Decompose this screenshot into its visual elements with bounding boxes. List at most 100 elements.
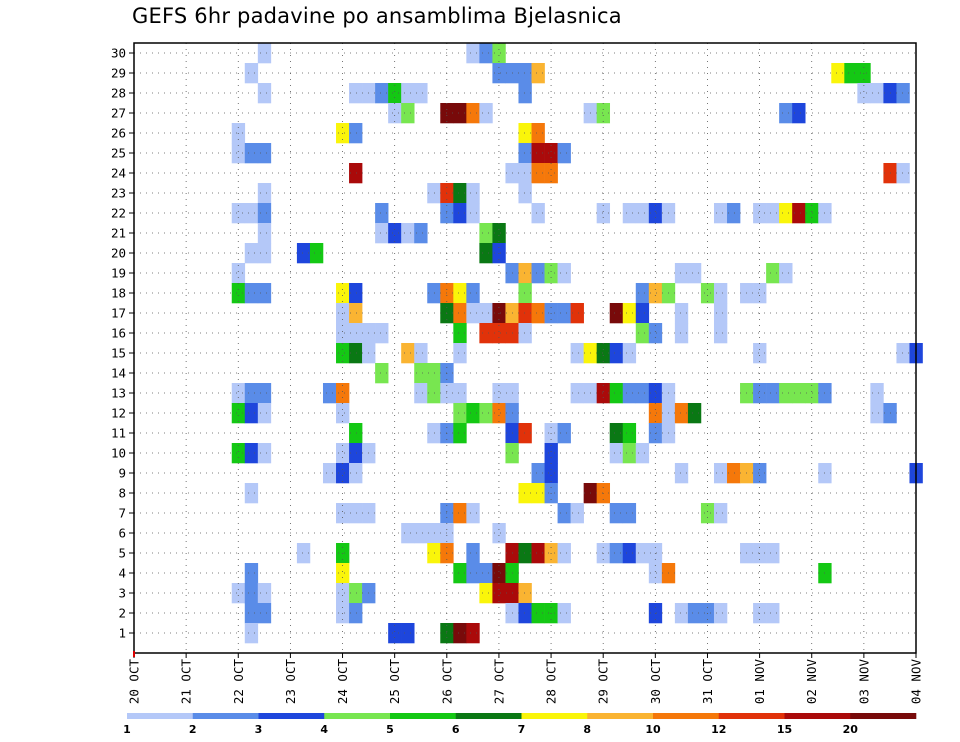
heatmap-cell xyxy=(244,383,259,404)
heatmap-cells xyxy=(231,43,923,644)
heatmap-cell xyxy=(766,263,780,284)
x-tick-label: 01 NOV xyxy=(752,659,767,705)
heatmap-cell xyxy=(244,63,259,84)
x-tick-label: 22 OCT xyxy=(231,659,246,705)
heatmap-cell xyxy=(753,383,767,404)
heatmap-cell xyxy=(531,143,545,164)
heatmap-cell xyxy=(322,463,337,484)
heatmap-cell xyxy=(257,43,272,64)
y-tick-label: 3 xyxy=(118,586,126,601)
heatmap-cell xyxy=(622,343,637,364)
heatmap-cell xyxy=(609,303,624,324)
heatmap-cell xyxy=(479,583,493,604)
heatmap-cell xyxy=(713,283,728,304)
heatmap-cell xyxy=(518,483,532,504)
heatmap-cell xyxy=(518,83,532,104)
heatmap-cell xyxy=(857,83,871,104)
heatmap-cell xyxy=(296,543,311,564)
heatmap-cell xyxy=(674,303,689,324)
colorbar-swatch xyxy=(587,713,654,719)
x-tick-label: 23 OCT xyxy=(283,659,298,705)
heatmap-cell xyxy=(492,563,506,584)
heatmap-cell xyxy=(466,543,480,564)
heatmap-cell xyxy=(336,283,350,304)
heatmap-cell xyxy=(622,423,637,444)
x-tick-label: 25 OCT xyxy=(387,659,402,705)
y-tick-label: 13 xyxy=(111,386,126,401)
heatmap-cell xyxy=(596,103,611,124)
heatmap-cell xyxy=(257,443,272,464)
heatmap-cell xyxy=(479,243,493,264)
heatmap-cell xyxy=(531,463,545,484)
heatmap-cell xyxy=(453,343,467,364)
heatmap-cell xyxy=(596,203,611,224)
heatmap-cell xyxy=(687,263,702,284)
heatmap-cell xyxy=(375,83,389,104)
heatmap-cell xyxy=(349,503,363,524)
heatmap-cell xyxy=(349,583,363,604)
heatmap-cell xyxy=(453,303,467,324)
heatmap-cell xyxy=(518,263,532,284)
heatmap-cell xyxy=(336,443,350,464)
heatmap-cell xyxy=(244,203,259,224)
heatmap-cell xyxy=(544,143,558,164)
heatmap-cell xyxy=(870,383,884,404)
heatmap-cell xyxy=(779,103,793,124)
heatmap-cell xyxy=(479,563,493,584)
heatmap-cell xyxy=(257,243,272,264)
y-tick-label: 18 xyxy=(111,286,126,301)
heatmap-cell xyxy=(401,83,415,104)
x-tick-label: 28 OCT xyxy=(544,659,559,705)
heatmap-cell xyxy=(453,383,467,404)
heatmap-cell xyxy=(648,383,663,404)
heatmap-cell xyxy=(466,623,480,644)
heatmap-cell xyxy=(674,323,689,344)
heatmap-cell xyxy=(674,263,689,284)
heatmap-cell xyxy=(244,583,259,604)
heatmap-cell xyxy=(492,43,506,64)
heatmap-cell xyxy=(518,303,532,324)
colorbar-label: 2 xyxy=(189,723,197,736)
heatmap-cell xyxy=(388,623,402,644)
heatmap-cell xyxy=(336,343,350,364)
heatmap-cell xyxy=(453,403,467,424)
heatmap-cell xyxy=(466,203,480,224)
heatmap-cell xyxy=(479,223,493,244)
heatmap-cell xyxy=(557,543,571,564)
heatmap-cell xyxy=(766,543,780,564)
heatmap-cell xyxy=(753,283,767,304)
heatmap-cell xyxy=(792,383,806,404)
heatmap-cell xyxy=(622,503,637,524)
colorbar-label: 12 xyxy=(711,723,726,736)
heatmap-cell xyxy=(674,463,689,484)
heatmap-cell xyxy=(401,523,415,544)
heatmap-cell xyxy=(244,283,259,304)
heatmap-cell xyxy=(648,403,663,424)
heatmap-cell xyxy=(427,183,441,204)
heatmap-cell xyxy=(336,463,350,484)
heatmap-cell xyxy=(518,163,532,184)
heatmap-cell xyxy=(349,463,363,484)
heatmap-cell xyxy=(635,323,650,344)
y-axis: 1234567891011121314151617181920212223242… xyxy=(111,46,134,641)
heatmap-cell xyxy=(609,443,624,464)
heatmap-cell xyxy=(231,403,246,424)
heatmap-cell xyxy=(544,163,558,184)
heatmap-cell xyxy=(257,583,272,604)
heatmap-cell xyxy=(453,103,467,124)
heatmap-cell xyxy=(244,563,259,584)
heatmap-cell xyxy=(792,203,806,224)
heatmap-cell xyxy=(375,323,389,344)
heatmap-cell xyxy=(492,383,506,404)
colorbar-swatch xyxy=(850,713,917,719)
heatmap-cell xyxy=(531,483,545,504)
heatmap-cell xyxy=(753,463,767,484)
heatmap-cell xyxy=(805,203,819,224)
y-tick-label: 11 xyxy=(111,426,126,441)
heatmap-cell xyxy=(231,203,246,224)
colorbar-swatch xyxy=(258,713,325,719)
y-tick-label: 26 xyxy=(111,126,126,141)
heatmap-cell xyxy=(870,83,884,104)
heatmap-cell xyxy=(244,143,259,164)
